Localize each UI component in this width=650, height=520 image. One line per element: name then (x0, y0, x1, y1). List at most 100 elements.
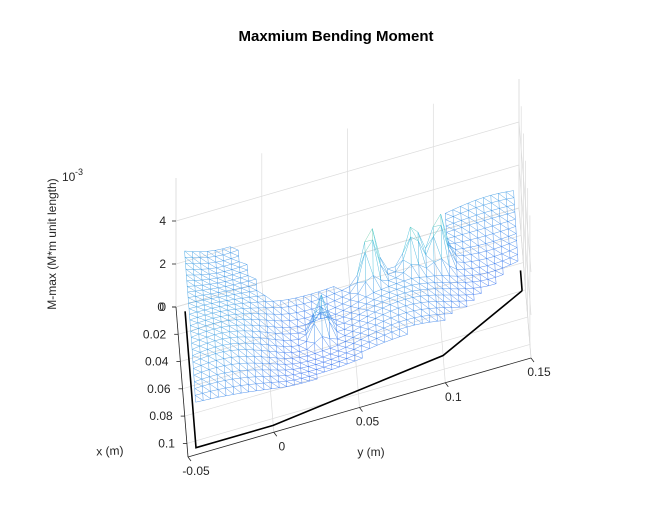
mesh-edge (373, 275, 382, 290)
mesh-edge (271, 382, 280, 388)
mesh-edge (464, 268, 473, 270)
mesh-edge (208, 268, 217, 274)
mesh-edge (390, 301, 398, 305)
mesh-edge (321, 294, 330, 322)
mesh-edge (381, 286, 389, 290)
mesh-edge (338, 356, 347, 359)
mesh-edge (339, 358, 347, 362)
mesh-edge (449, 282, 459, 290)
x-tick-label: 0 (157, 300, 164, 314)
mesh-edge (208, 369, 210, 377)
mesh-edge (351, 325, 353, 332)
mesh-edge (461, 227, 470, 233)
mesh-edge (493, 238, 502, 242)
mesh-edge (454, 227, 462, 231)
mesh-edge (203, 294, 212, 299)
mesh-edge (457, 288, 467, 296)
mesh-edge (466, 294, 474, 296)
mesh-edge (274, 320, 283, 328)
mesh-edge (478, 260, 480, 268)
mesh-edge (215, 254, 224, 257)
mesh-edge (281, 306, 289, 308)
mesh-edge (261, 356, 270, 364)
mesh-edge (231, 356, 240, 358)
mesh-edge (516, 247, 518, 255)
mesh-edge (418, 240, 420, 265)
mesh-edge (349, 292, 359, 295)
mesh-edge (286, 384, 295, 387)
mesh-edge (473, 288, 482, 294)
mesh-edge (455, 248, 464, 250)
mesh-edge (476, 214, 485, 221)
mesh-edge (509, 243, 518, 248)
mesh-edge (344, 335, 354, 338)
mesh-edge (193, 374, 202, 380)
mesh-edge (218, 295, 227, 298)
mesh-edge (193, 375, 195, 382)
mesh-edge (372, 228, 381, 265)
mesh-edge (196, 299, 204, 302)
mesh-edge (428, 301, 437, 309)
mesh-edge (374, 301, 383, 307)
mesh-edge (249, 290, 257, 293)
mesh-edge (417, 231, 426, 249)
mesh-edge (435, 294, 444, 302)
mesh-edge (208, 369, 218, 375)
mesh-edge (420, 295, 429, 297)
mesh-edge (480, 285, 489, 288)
mesh-edge (346, 355, 355, 359)
mesh-edge (193, 274, 203, 281)
mesh-edge (316, 366, 324, 370)
mesh-edge (449, 265, 458, 277)
mesh-edge (217, 282, 219, 288)
z-exponent-base: 10 (62, 170, 76, 184)
mesh-edge (184, 250, 193, 258)
mesh-edge (506, 204, 515, 207)
mesh-edge (190, 331, 199, 335)
mesh-edge (501, 250, 510, 255)
mesh-edge (343, 306, 351, 311)
mesh-edge (306, 342, 315, 350)
mesh-edge (248, 280, 257, 286)
z-exponent: 10 -3 (62, 167, 83, 184)
mesh-edge (293, 372, 302, 375)
mesh-edge (235, 309, 244, 314)
mesh-edge (193, 365, 202, 369)
mesh-edge (285, 369, 294, 375)
mesh-edge (448, 249, 457, 262)
mesh-edge (454, 236, 463, 242)
mesh-edge (313, 306, 322, 314)
mesh-edge (338, 352, 347, 357)
mesh-edge (232, 279, 234, 285)
mesh-edge (495, 270, 504, 275)
mesh-edge (426, 276, 435, 283)
z-tick-label: 0 (159, 300, 166, 314)
mesh-edge (402, 259, 404, 273)
mesh-edge (471, 252, 479, 255)
mesh-edge (240, 282, 249, 287)
mesh-edge (254, 369, 264, 377)
mesh-edge (216, 265, 224, 269)
mesh-edge (305, 323, 315, 335)
mesh-edge (267, 332, 269, 339)
mesh-edge (233, 289, 242, 294)
mesh-edge (230, 349, 239, 351)
mesh-edge (453, 229, 455, 237)
mesh-edge (335, 310, 344, 315)
mesh-edge (462, 239, 471, 242)
mesh-edge (391, 329, 400, 333)
y-axis-label: y (m) (357, 445, 384, 459)
mesh-edge (241, 286, 249, 289)
mesh-edge (462, 232, 470, 235)
mesh-edge (425, 236, 434, 249)
mesh-edge (349, 275, 358, 287)
mesh-edge (214, 338, 223, 341)
mesh-edge (381, 295, 390, 299)
mesh-edge (412, 289, 421, 292)
mesh-edge (465, 281, 473, 283)
mesh-edge (361, 341, 370, 346)
mesh-edge (395, 271, 397, 278)
mesh-edge (254, 363, 256, 370)
mesh-edge (308, 369, 317, 372)
mesh-edge (465, 294, 475, 301)
